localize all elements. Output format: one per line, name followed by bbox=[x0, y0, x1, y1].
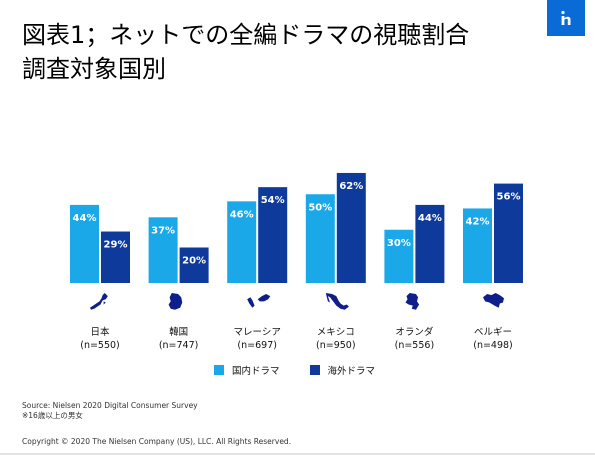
bar-value-label: 62% bbox=[339, 181, 363, 192]
chart-title: 図表1；ネットでの全編ドラマの視聴割合 調査対象国別 bbox=[22, 21, 470, 83]
bar-domestic-4 bbox=[384, 229, 414, 283]
malaysia-map-icon-shape bbox=[247, 294, 271, 308]
category-label: マレーシア bbox=[234, 327, 281, 338]
legend-label-foreign: 海外ドラマ bbox=[327, 366, 376, 377]
bar-domestic-3 bbox=[305, 194, 335, 283]
bar-domestic-0 bbox=[70, 204, 99, 283]
netherlands-map-icon bbox=[405, 293, 420, 310]
mexico-map-icon bbox=[325, 293, 349, 310]
legend-label-domestic: 国内ドラマ bbox=[232, 366, 280, 377]
bar-value-label: 56% bbox=[497, 192, 521, 203]
japan-map-icon bbox=[90, 293, 108, 310]
legend-item-domestic: 国内ドラマ bbox=[214, 363, 280, 377]
category-label: ベルギー bbox=[474, 327, 512, 338]
sample-size-label: (n=550) bbox=[80, 340, 120, 351]
bar-value-label: 44% bbox=[73, 213, 97, 224]
category-label: オランダ bbox=[395, 326, 434, 338]
source-note: Source: Nielsen 2020 Digital Consumer Su… bbox=[22, 401, 198, 421]
bar-value-label: 20% bbox=[182, 256, 206, 267]
sample-size-label: (n=747) bbox=[159, 340, 199, 351]
legend-swatch-domestic bbox=[214, 365, 224, 375]
nielsen-n-icon bbox=[561, 10, 571, 25]
bottom-rule bbox=[0, 453, 595, 455]
korea-map-icon-shape bbox=[168, 293, 183, 310]
bar-foreign-3 bbox=[336, 172, 366, 283]
bar-value-label: 42% bbox=[466, 216, 490, 227]
netherlands-map-icon-shape bbox=[405, 293, 420, 310]
category-label: 日本 bbox=[90, 326, 110, 338]
bar-value-label: 54% bbox=[261, 195, 285, 206]
source-text: Source: Nielsen 2020 Digital Consumer Su… bbox=[22, 401, 198, 410]
bar-value-label: 46% bbox=[230, 209, 254, 220]
category-label: 韓国 bbox=[169, 327, 188, 338]
bar-value-label: 50% bbox=[308, 202, 332, 213]
japan-map-icon-shape bbox=[90, 293, 108, 310]
bar-value-label: 30% bbox=[387, 238, 411, 249]
bar-foreign-0 bbox=[101, 231, 130, 283]
copyright-text: Copyright © 2020 The Nielsen Company (US… bbox=[22, 437, 292, 446]
bar-domestic-5 bbox=[463, 208, 492, 283]
chart-legend: 国内ドラマ 海外ドラマ bbox=[214, 363, 375, 377]
legend-item-foreign: 海外ドラマ bbox=[309, 363, 376, 377]
bar-domestic-1 bbox=[148, 217, 178, 283]
bar-domestic-2 bbox=[227, 201, 257, 283]
bar-foreign-1 bbox=[179, 247, 209, 283]
belgium-map-icon bbox=[483, 293, 504, 308]
sample-size-label: (n=498) bbox=[473, 340, 513, 351]
category-label: メキシコ bbox=[317, 327, 355, 338]
legend-swatch-foreign bbox=[309, 365, 320, 375]
bar-foreign-5 bbox=[494, 183, 523, 283]
nielsen-logo bbox=[547, 0, 585, 36]
malaysia-map-icon bbox=[247, 294, 271, 308]
sample-size-label: (n=697) bbox=[237, 340, 277, 351]
bar-value-label: 37% bbox=[151, 225, 175, 236]
sample-size-label: (n=556) bbox=[395, 340, 435, 351]
bar-foreign-2 bbox=[258, 187, 288, 283]
sample-size-label: (n=950) bbox=[316, 340, 356, 351]
mexico-map-icon-shape bbox=[325, 293, 349, 310]
bar-foreign-4 bbox=[415, 204, 445, 283]
bar-value-label: 44% bbox=[418, 213, 442, 224]
respondent-note: ※16歳以上の男女 bbox=[22, 411, 83, 420]
bar-value-label: 29% bbox=[104, 240, 128, 251]
belgium-map-icon-shape bbox=[483, 293, 504, 308]
korea-map-icon bbox=[168, 293, 183, 310]
